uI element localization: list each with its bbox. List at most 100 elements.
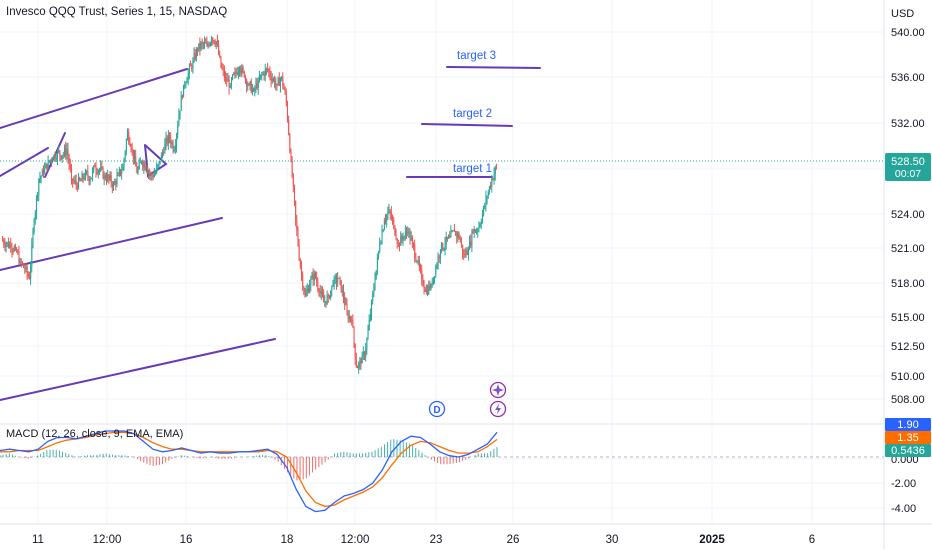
candle-body	[462, 244, 464, 254]
candle-body	[223, 70, 225, 78]
candle-body	[76, 184, 78, 189]
candle-body	[339, 277, 341, 281]
candle-body	[110, 175, 112, 184]
candle-body	[415, 257, 417, 262]
price-tick-label: 540.00	[891, 27, 925, 39]
candle-body	[353, 327, 355, 344]
candle-body	[302, 274, 304, 287]
macd-line	[0, 430, 498, 513]
candle-body	[156, 167, 158, 173]
candle-body	[361, 354, 363, 364]
candle-body	[148, 172, 150, 174]
sparkle-event-icon[interactable]	[489, 381, 507, 399]
price-tick-label: 521.00	[891, 243, 925, 255]
target-1-label[interactable]: target 1	[453, 163, 492, 175]
target-3-label[interactable]: target 3	[457, 50, 496, 62]
candle-body	[194, 53, 196, 59]
candle-body	[254, 88, 256, 91]
candle-body	[416, 261, 418, 263]
candle-body	[64, 148, 66, 155]
candle-body	[428, 284, 430, 295]
candle-body	[466, 250, 468, 255]
target-2-line[interactable]	[421, 123, 513, 127]
grid-lines	[0, 0, 884, 524]
candle-body	[451, 231, 453, 233]
candle-body	[449, 235, 451, 238]
indicator-legend[interactable]: MACD (12, 26, close, 9, EMA, EMA)	[6, 428, 184, 440]
candle-body	[381, 231, 383, 243]
short-trend-line[interactable]	[0, 147, 49, 177]
candle-body	[400, 235, 402, 246]
candle-body	[382, 230, 384, 232]
candle-body	[408, 231, 410, 233]
candle-body	[43, 170, 45, 173]
candle-body	[424, 288, 426, 292]
candle-body	[85, 173, 87, 178]
candle-body	[96, 171, 98, 174]
candle-body	[278, 77, 280, 86]
candle-body	[243, 71, 245, 77]
candle-body	[29, 276, 31, 279]
candle-body	[160, 154, 162, 162]
candle-body	[289, 134, 291, 152]
candle-body	[228, 79, 230, 88]
candle-body	[72, 178, 74, 181]
time-tick-label: 12:00	[93, 534, 122, 546]
candle-body	[60, 155, 62, 159]
candle-body	[417, 260, 419, 262]
currency-label[interactable]: USD	[891, 8, 915, 20]
candle-body	[319, 290, 321, 294]
candle-body	[167, 134, 169, 144]
candle-body	[459, 237, 461, 243]
candle-body	[38, 178, 40, 195]
lightning-event-icon[interactable]	[489, 400, 507, 418]
candle-body	[40, 176, 42, 178]
target-2-label[interactable]: target 2	[453, 108, 492, 120]
time-tick-label: 16	[180, 534, 193, 546]
candle-body	[326, 294, 328, 304]
time-axis[interactable]: 11 12:00 16 18 12:00 23 26 30 2025 6	[32, 534, 815, 546]
candle-body	[118, 169, 120, 176]
candle-body	[256, 83, 258, 88]
candle-body	[478, 226, 480, 230]
symbol-title[interactable]: Invesco QQQ Trust, Series 1, 15, NASDAQ	[6, 6, 228, 18]
candle-body	[131, 149, 133, 151]
candle-body	[411, 237, 413, 244]
candle-body	[245, 76, 247, 80]
candle-body	[360, 360, 362, 364]
candle-body	[75, 180, 77, 185]
candlestick-series[interactable]	[2, 34, 498, 374]
price-axis[interactable]: 540.00536.00532.00528.00524.00521.00518.…	[891, 27, 925, 406]
dividend-marker[interactable]: D	[428, 400, 446, 418]
candle-body	[229, 84, 231, 88]
candle-body	[32, 232, 34, 245]
candle-body	[364, 352, 366, 357]
target-3-line[interactable]	[446, 66, 541, 69]
macd-axis[interactable]: 0.000-2.00-4.00	[891, 454, 919, 515]
channel-upper-line[interactable]	[0, 68, 188, 129]
candle-body	[351, 319, 353, 321]
channel-lower-line[interactable]	[0, 338, 276, 401]
candle-body	[350, 316, 352, 320]
candle-body	[473, 229, 475, 232]
candle-body	[188, 65, 190, 74]
trend-lines[interactable]	[0, 66, 541, 401]
candle-body	[344, 297, 346, 305]
candle-body	[274, 79, 276, 86]
candle-body	[359, 360, 361, 364]
candle-body	[325, 301, 327, 304]
candle-body	[492, 178, 494, 180]
channel-mid-line[interactable]	[0, 217, 223, 271]
time-tick-label: 12:00	[341, 534, 370, 546]
candle-body	[434, 276, 436, 278]
candle-body	[106, 178, 108, 181]
candle-body	[329, 296, 331, 298]
candle-body	[80, 180, 82, 182]
candle-body	[215, 41, 217, 45]
candle-body	[198, 43, 200, 50]
candle-body	[446, 236, 448, 239]
candle-body	[264, 69, 266, 77]
candle-body	[490, 186, 492, 188]
